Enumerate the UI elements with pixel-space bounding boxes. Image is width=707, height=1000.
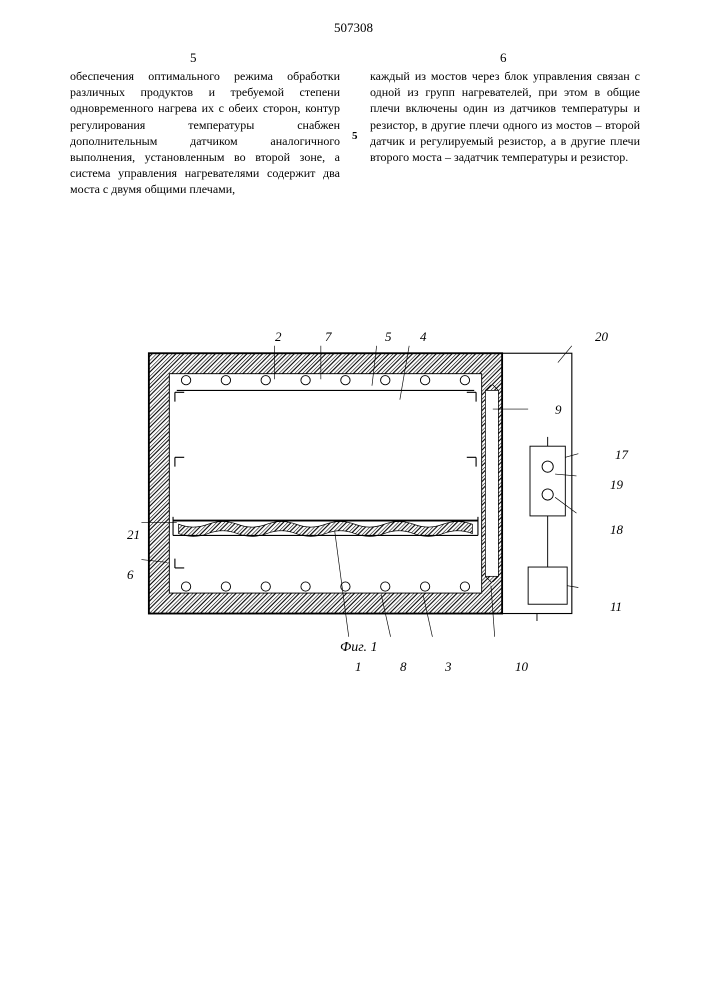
- margin-line-number: 5: [352, 130, 358, 142]
- callout-18: 18: [610, 522, 623, 538]
- callout-3: 3: [445, 659, 452, 675]
- callout-1: 1: [355, 659, 362, 675]
- callout-19: 19: [610, 477, 623, 493]
- callout-21: 21: [127, 527, 140, 543]
- text-column-right: каждый из мостов через блок управления с…: [370, 68, 640, 165]
- column-marker-left: 5: [190, 50, 197, 66]
- column-marker-right: 6: [500, 50, 507, 66]
- text-column-left: обеспечения оптимального режима обработк…: [70, 68, 340, 198]
- callout-8: 8: [400, 659, 407, 675]
- callout-11: 11: [610, 599, 622, 615]
- callout-7: 7: [325, 329, 332, 345]
- callout-6: 6: [127, 567, 134, 583]
- figure-1: 12345678910111718192021: [120, 330, 610, 640]
- callout-17: 17: [615, 447, 628, 463]
- callout-5: 5: [385, 329, 392, 345]
- page-number: 507308: [334, 20, 373, 36]
- callout-20: 20: [595, 329, 608, 345]
- callout-2: 2: [275, 329, 282, 345]
- figure-caption: Фиг. 1: [340, 640, 378, 656]
- callout-4: 4: [420, 329, 427, 345]
- figure-svg: [120, 330, 610, 660]
- callout-9: 9: [555, 402, 562, 418]
- callout-10: 10: [515, 659, 528, 675]
